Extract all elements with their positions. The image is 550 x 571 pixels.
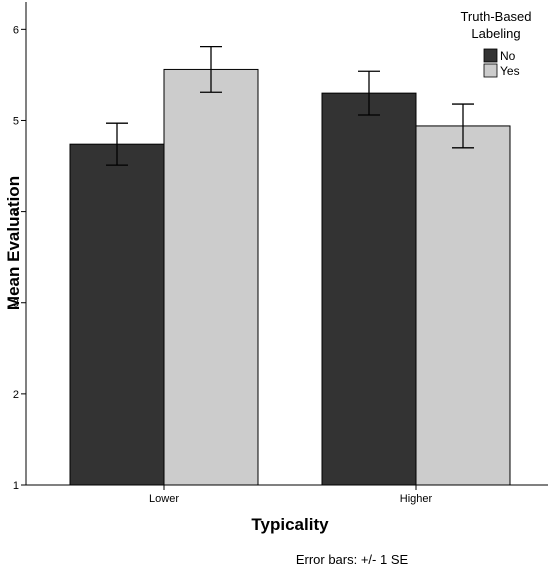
y-tick-label-5: 5 bbox=[13, 115, 19, 127]
x-axis-title: Typicality bbox=[251, 515, 329, 534]
y-tick-label-3: 3 bbox=[13, 298, 19, 310]
bar-yes-higher bbox=[415, 125, 511, 486]
y-tick-label-2: 2 bbox=[13, 389, 19, 401]
legend-label-no: No bbox=[500, 49, 516, 63]
y-tick-label-1: 1 bbox=[13, 480, 19, 492]
legend-label-yes: Yes bbox=[500, 64, 520, 78]
tick-labels: Lower Higher 1 2 3 4 5 6 bbox=[13, 24, 433, 505]
y-tick-label-6: 6 bbox=[13, 24, 19, 36]
legend-swatch-yes bbox=[483, 63, 498, 78]
bar-yes-lower bbox=[163, 68, 259, 486]
y-tick-label-4: 4 bbox=[13, 207, 19, 219]
legend-title-line-2: Labeling bbox=[471, 26, 520, 41]
x-tick-label-higher: Higher bbox=[400, 493, 433, 505]
legend-swatch-no bbox=[483, 48, 498, 63]
axes bbox=[21, 2, 548, 490]
bars bbox=[69, 68, 511, 486]
bar-no-higher bbox=[321, 92, 417, 486]
x-tick-label-lower: Lower bbox=[149, 493, 179, 505]
y-axis-title: Mean Evaluation bbox=[4, 176, 23, 310]
legend: Truth-Based Labeling No Yes bbox=[460, 9, 531, 78]
error-bar-yes-lower bbox=[200, 46, 222, 93]
footnote: Error bars: +/- 1 SE bbox=[296, 552, 409, 567]
error-bar-no-lower bbox=[106, 122, 128, 166]
error-bar-yes-higher bbox=[452, 103, 474, 149]
error-bars bbox=[106, 46, 474, 166]
bar-no-lower bbox=[69, 143, 165, 486]
legend-title-line-1: Truth-Based bbox=[460, 9, 531, 24]
error-bar-no-higher bbox=[358, 70, 380, 116]
